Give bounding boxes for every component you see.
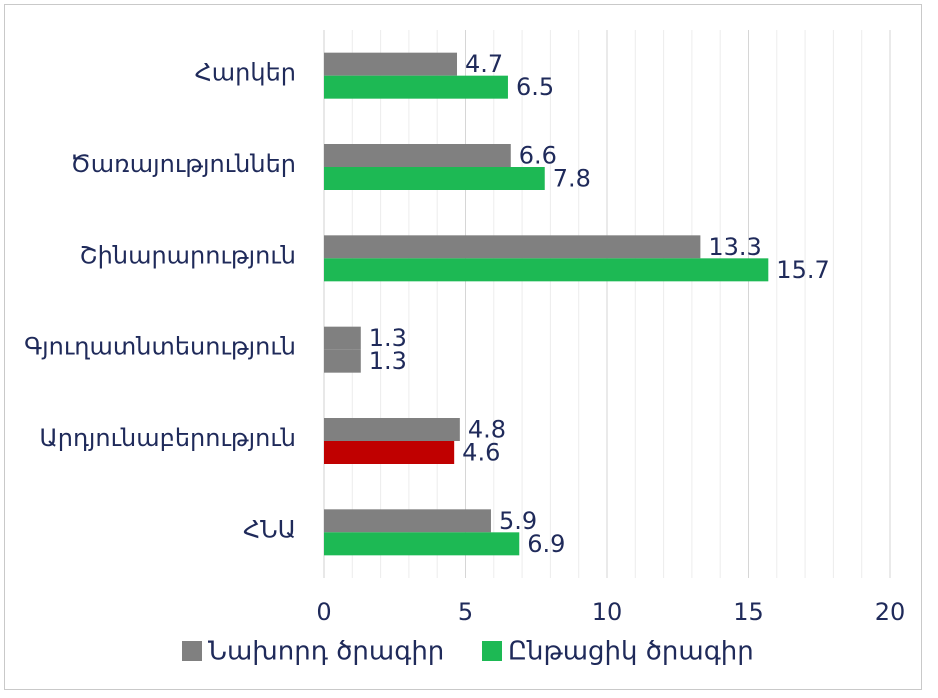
category-label: Շինարարություն	[79, 241, 296, 269]
category-label: ՀՆԱ	[243, 515, 296, 543]
bar-current	[324, 532, 520, 556]
legend-swatch-current	[482, 641, 502, 661]
x-tick-label: 5	[458, 598, 473, 626]
category-label: Արդյունաբերություն	[39, 424, 296, 452]
x-tick-label: 10	[592, 598, 623, 626]
data-label: 6.6	[519, 142, 557, 170]
bar-previous	[324, 235, 701, 259]
category-label: Ծառայություններ	[70, 150, 296, 178]
x-tick-label: 15	[733, 598, 764, 626]
bar-previous	[324, 52, 458, 76]
bar-current	[324, 441, 455, 464]
bar-current	[324, 349, 361, 373]
data-label: 13.3	[708, 233, 761, 261]
data-label: 1.3	[369, 324, 407, 352]
bar-current	[324, 258, 769, 282]
x-tick-label: 0	[316, 598, 331, 626]
bar-previous	[324, 144, 511, 167]
data-label: 15.7	[776, 256, 829, 284]
data-label: 1.3	[369, 347, 407, 375]
data-label: 4.8	[468, 416, 506, 444]
bar-current	[324, 167, 545, 190]
legend-swatch-previous	[182, 641, 202, 661]
bar-current	[324, 75, 508, 99]
data-label: 5.9	[499, 507, 537, 535]
x-tick-label: 20	[875, 598, 906, 626]
data-label: 4.6	[462, 439, 500, 467]
data-label: 6.9	[527, 530, 565, 558]
bar-previous	[324, 418, 460, 441]
chart-frame	[4, 4, 922, 690]
data-label: 6.5	[516, 73, 554, 101]
data-label: 7.8	[553, 165, 591, 193]
legend-label-previous: Նախորդ ծրագիր	[208, 637, 444, 667]
legend-label-current: Ընթացիկ ծրագիր	[508, 637, 754, 667]
bar-previous	[324, 326, 361, 350]
category-label: Հարկեր	[195, 59, 296, 87]
category-label: Գյուղատնտեսություն	[24, 333, 296, 361]
data-label: 4.7	[465, 50, 503, 78]
bar-previous	[324, 509, 491, 533]
